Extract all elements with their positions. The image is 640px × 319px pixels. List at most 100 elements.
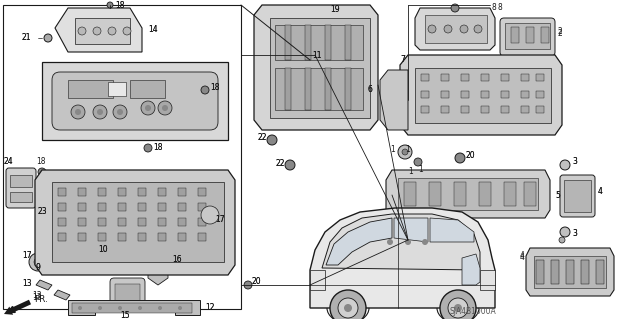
Circle shape [46,262,58,274]
Text: 3: 3 [572,228,577,238]
Text: 12: 12 [205,303,214,313]
Text: 16: 16 [172,256,182,264]
Circle shape [448,298,468,318]
Circle shape [98,306,102,310]
Bar [115,284,140,302]
Bar [398,178,538,210]
Polygon shape [42,62,228,140]
Text: 3: 3 [572,158,577,167]
Circle shape [428,25,436,33]
Text: 9: 9 [35,263,40,272]
Polygon shape [415,8,495,50]
Circle shape [118,306,122,310]
Circle shape [344,304,352,312]
Circle shape [44,34,52,42]
Text: 2: 2 [558,27,563,36]
Bar [130,80,165,98]
Bar [521,74,529,81]
Bar [536,260,544,284]
Bar [501,106,509,113]
Text: 1: 1 [405,145,410,154]
Bar [158,203,166,211]
Bar [100,255,118,271]
FancyBboxPatch shape [500,18,555,56]
Text: 12: 12 [205,303,214,313]
Text: 17: 17 [215,216,225,225]
Bar [78,188,86,196]
Bar [78,218,86,226]
Polygon shape [394,218,428,242]
Text: 14: 14 [148,26,157,34]
Circle shape [244,281,252,289]
Text: 19: 19 [330,5,340,14]
Bar [285,68,291,110]
Text: 11: 11 [312,50,321,60]
Bar [198,188,206,196]
Bar [534,256,606,288]
Circle shape [267,135,277,145]
Text: 10: 10 [98,246,108,255]
Bar [441,106,449,113]
Bar [270,18,370,118]
Text: 20: 20 [466,151,476,160]
Circle shape [93,105,107,119]
Circle shape [117,109,123,115]
Text: 22: 22 [258,132,268,142]
Bar [480,270,495,290]
FancyArrow shape [4,300,31,315]
Bar [461,106,469,113]
Bar [521,91,529,98]
Bar [198,233,206,241]
Bar [138,218,146,226]
Polygon shape [55,8,142,52]
Circle shape [405,239,411,245]
Bar [52,182,224,262]
Text: 15: 15 [120,311,130,319]
Bar [118,203,126,211]
Polygon shape [380,70,408,130]
Text: SJA4B1000A: SJA4B1000A [450,308,497,316]
Bar [415,68,551,123]
Bar [98,203,106,211]
Bar [566,260,574,284]
Text: 4: 4 [598,188,603,197]
Bar [198,203,206,211]
Circle shape [460,25,468,33]
Bar [581,260,589,284]
Bar [501,74,509,81]
Text: 13: 13 [32,293,42,302]
Bar [98,218,106,226]
Bar [421,91,429,98]
Circle shape [71,105,85,119]
Circle shape [158,101,172,115]
Bar [404,182,416,206]
Text: 16: 16 [172,256,182,264]
Circle shape [201,86,209,94]
Text: 24: 24 [4,158,13,167]
Polygon shape [68,300,200,315]
Bar [441,91,449,98]
Text: 15: 15 [120,311,130,319]
Bar [325,68,331,110]
Bar [138,203,146,211]
Polygon shape [526,248,614,296]
Bar [68,80,113,98]
Bar [178,188,186,196]
Bar [461,74,469,81]
Text: 21: 21 [22,33,31,42]
Text: 1: 1 [408,167,413,176]
Bar [58,233,66,241]
Circle shape [93,27,101,35]
Polygon shape [326,218,392,265]
Text: FR.: FR. [34,295,48,305]
Circle shape [451,4,459,12]
Circle shape [75,109,81,115]
Polygon shape [386,170,550,218]
Text: 22: 22 [276,159,285,167]
Bar [541,27,549,43]
Bar [98,233,106,241]
Bar [305,68,311,110]
Circle shape [474,25,482,33]
Text: 1: 1 [418,166,423,174]
Bar [461,91,469,98]
